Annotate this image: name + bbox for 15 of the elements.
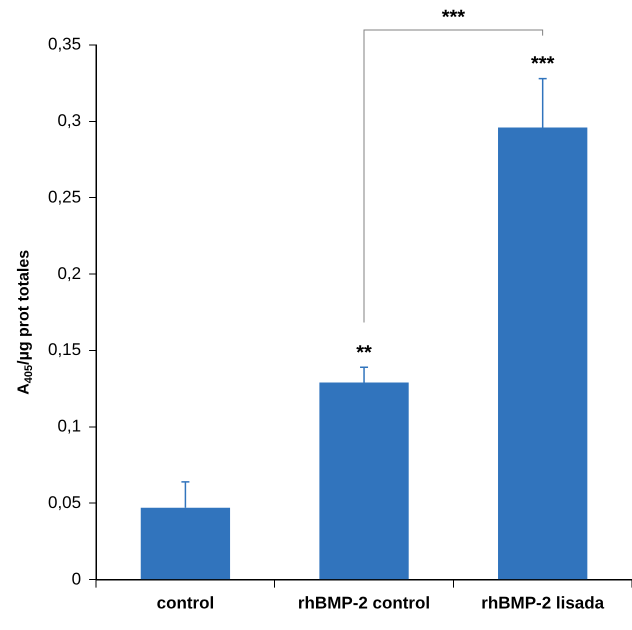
x-tick-label: control [156,593,214,612]
text: *** [442,6,466,29]
y-tick-label: 0,05 [48,492,82,512]
y-tick-label: 0,2 [57,264,82,283]
y-tick-label: 0 [72,569,82,588]
y-axis-title: A405/µg prot totales [15,250,36,395]
y-tick-label: 0,15 [48,340,82,360]
annotation: *** [531,53,555,76]
y-tick-label: 0,35 [48,34,82,54]
x-tick-label: rhBMP-2 control [298,593,430,612]
y-tick-label: 0,3 [57,111,82,130]
annotation: ** [356,342,372,364]
x-tick-label: rhBMP-2 lisada [481,593,605,612]
y-tick-label: 0,25 [48,187,82,206]
y-tick-label: 0,1 [57,416,82,436]
